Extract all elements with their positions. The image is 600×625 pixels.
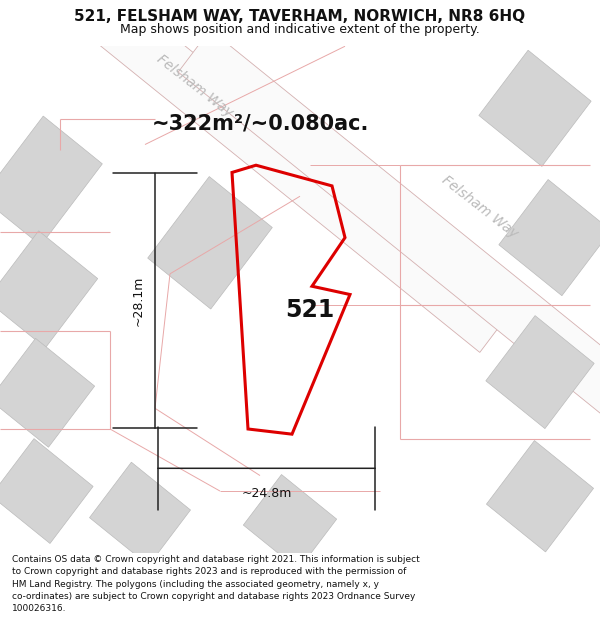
Polygon shape [0, 439, 93, 544]
Polygon shape [487, 441, 593, 552]
Polygon shape [0, 116, 103, 246]
Polygon shape [178, 30, 600, 518]
Text: Map shows position and indicative extent of the property.: Map shows position and indicative extent… [120, 23, 480, 36]
Text: 521, FELSHAM WAY, TAVERHAM, NORWICH, NR8 6HQ: 521, FELSHAM WAY, TAVERHAM, NORWICH, NR8… [74, 9, 526, 24]
Text: ~24.8m: ~24.8m [241, 487, 292, 500]
Polygon shape [479, 50, 591, 166]
Polygon shape [0, 338, 95, 447]
Polygon shape [148, 176, 272, 309]
Polygon shape [486, 316, 594, 429]
Polygon shape [0, 0, 512, 352]
Polygon shape [499, 179, 600, 296]
Polygon shape [89, 462, 190, 566]
Text: ~322m²/~0.080ac.: ~322m²/~0.080ac. [151, 114, 368, 134]
Text: ~28.1m: ~28.1m [132, 276, 145, 326]
Polygon shape [0, 231, 98, 348]
Text: Felsham Way: Felsham Way [439, 173, 521, 241]
Text: Felsham Way: Felsham Way [154, 52, 236, 119]
Polygon shape [244, 474, 337, 569]
Text: Contains OS data © Crown copyright and database right 2021. This information is : Contains OS data © Crown copyright and d… [12, 555, 420, 613]
Text: 521: 521 [286, 298, 335, 322]
